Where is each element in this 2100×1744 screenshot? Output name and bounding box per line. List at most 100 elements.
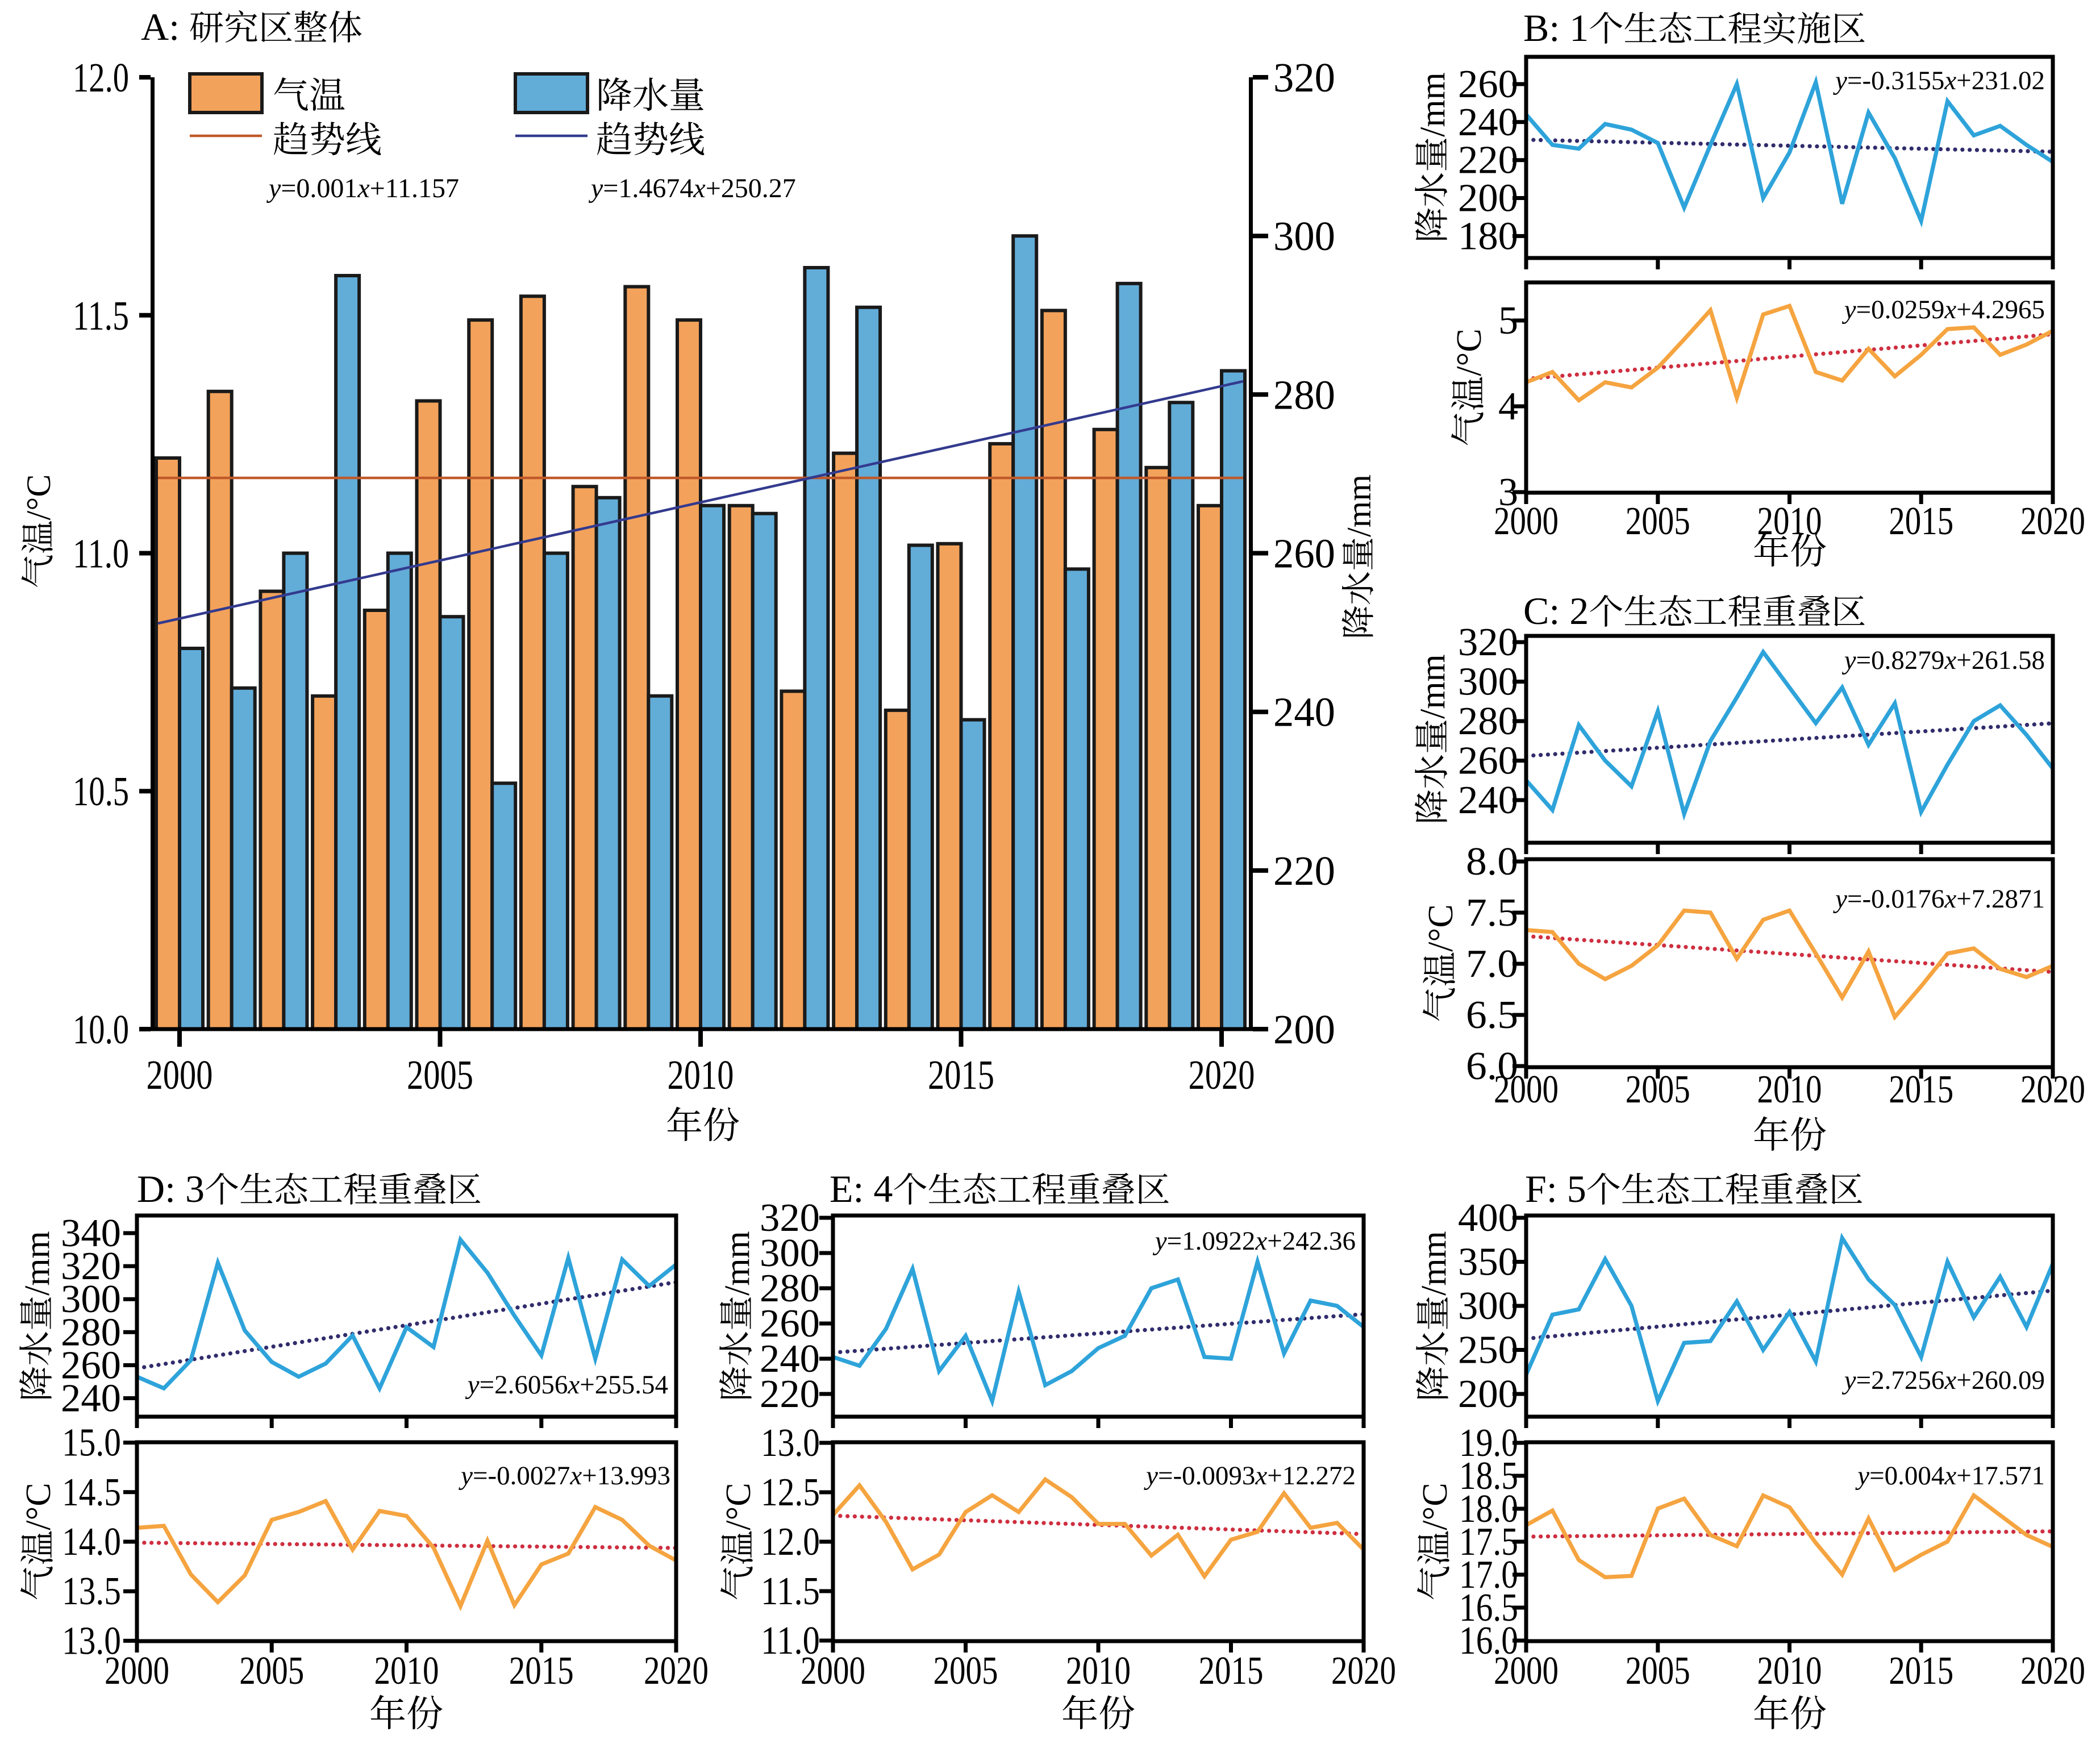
svg-text:/°C: /°C: [20, 474, 57, 521]
svg-text:16.5: 16.5: [1459, 1586, 1518, 1630]
svg-text:220: 220: [1458, 139, 1518, 182]
svg-text:C: 2: C: 2: [1523, 589, 1589, 632]
svg-text:180: 180: [1458, 214, 1518, 258]
svg-text:y=1.0922x+242.36: y=1.0922x+242.36: [1153, 1226, 1356, 1256]
svg-text:200: 200: [1458, 1372, 1518, 1416]
svg-text:13.0: 13.0: [761, 1421, 820, 1465]
svg-text:/mm: /mm: [18, 1231, 57, 1296]
svg-text:300: 300: [1458, 1284, 1518, 1328]
svg-text:4: 4: [1498, 385, 1518, 428]
svg-text:2000: 2000: [801, 1649, 865, 1693]
svg-text:17.0: 17.0: [1459, 1553, 1518, 1597]
svg-text:260: 260: [1458, 63, 1518, 106]
svg-text:2005: 2005: [407, 1052, 473, 1098]
svg-text:300: 300: [61, 1277, 121, 1321]
svg-text:320: 320: [1458, 621, 1518, 664]
svg-text:300: 300: [1458, 660, 1518, 704]
svg-text:/°C: /°C: [1422, 904, 1460, 951]
svg-text:11.5: 11.5: [761, 1570, 820, 1613]
svg-text:3: 3: [1498, 471, 1518, 514]
svg-text:260: 260: [61, 1343, 121, 1387]
svg-text:2000: 2000: [147, 1052, 213, 1098]
svg-text:2015: 2015: [1889, 1068, 1953, 1112]
svg-text:11.0: 11.0: [73, 531, 129, 577]
svg-text:12.5: 12.5: [761, 1471, 820, 1514]
svg-text:/mm: /mm: [1414, 72, 1452, 137]
svg-text:240: 240: [1458, 779, 1518, 822]
svg-text:2000: 2000: [1494, 500, 1559, 543]
svg-text:340: 340: [61, 1212, 121, 1255]
svg-text:7.5: 7.5: [1466, 891, 1518, 935]
svg-text:320: 320: [1273, 55, 1335, 101]
svg-text:240: 240: [1458, 101, 1518, 144]
svg-text:320: 320: [61, 1244, 121, 1288]
svg-text:y=2.7256x+260.09: y=2.7256x+260.09: [1842, 1366, 2045, 1395]
svg-text:14.0: 14.0: [62, 1520, 121, 1564]
svg-text:2000: 2000: [1494, 1649, 1559, 1693]
svg-text:280: 280: [61, 1310, 121, 1354]
svg-text:300: 300: [760, 1231, 820, 1275]
svg-text:350: 350: [1458, 1241, 1518, 1284]
svg-text:220: 220: [760, 1372, 820, 1416]
svg-text:8.0: 8.0: [1466, 840, 1518, 884]
svg-text:14.5: 14.5: [62, 1471, 121, 1514]
svg-text:/°C: /°C: [719, 1483, 758, 1530]
svg-text:10.5: 10.5: [73, 768, 129, 814]
svg-text:/mm: /mm: [1340, 474, 1378, 537]
svg-text:y=1.4674x+250.27: y=1.4674x+250.27: [588, 173, 796, 203]
svg-text:17.5: 17.5: [1459, 1520, 1518, 1564]
svg-text:y=0.0259x+4.2965: y=0.0259x+4.2965: [1842, 295, 2045, 324]
svg-text:/°C: /°C: [1450, 328, 1489, 376]
svg-text:2005: 2005: [239, 1649, 304, 1693]
svg-text:/mm: /mm: [718, 1231, 757, 1296]
svg-text:E: 4: E: 4: [830, 1167, 893, 1210]
svg-text:2010: 2010: [1757, 1068, 1822, 1112]
svg-text:5: 5: [1498, 299, 1518, 343]
svg-text:2000: 2000: [105, 1649, 169, 1693]
svg-text:200: 200: [1273, 1006, 1335, 1052]
svg-text:2005: 2005: [1626, 1068, 1690, 1112]
svg-text:400: 400: [1458, 1196, 1518, 1240]
svg-text:D: 3: D: 3: [137, 1167, 205, 1210]
svg-text:16.0: 16.0: [1459, 1619, 1518, 1663]
svg-text:y=0.001x+11.157: y=0.001x+11.157: [266, 173, 459, 203]
svg-text:260: 260: [760, 1302, 820, 1346]
svg-text:2000: 2000: [1494, 1068, 1559, 1112]
svg-text:2015: 2015: [1889, 1649, 1953, 1693]
svg-text:2015: 2015: [509, 1649, 574, 1693]
svg-text:2010: 2010: [374, 1649, 439, 1693]
svg-text:A:: A:: [141, 5, 180, 48]
svg-text:15.0: 15.0: [62, 1421, 121, 1465]
svg-text:/°C: /°C: [19, 1483, 58, 1530]
svg-text:2015: 2015: [928, 1052, 994, 1098]
svg-text:12.0: 12.0: [73, 55, 129, 101]
svg-text:280: 280: [760, 1267, 820, 1310]
svg-text:2020: 2020: [1189, 1052, 1255, 1098]
svg-text:19.0: 19.0: [1459, 1421, 1518, 1465]
svg-text:y=-0.3155x+231.02: y=-0.3155x+231.02: [1833, 66, 2045, 95]
svg-text:320: 320: [760, 1196, 820, 1240]
svg-text:2020: 2020: [644, 1649, 709, 1693]
svg-text:240: 240: [1273, 689, 1335, 735]
svg-text:F: 5: F: 5: [1525, 1167, 1586, 1210]
svg-text:200: 200: [1458, 177, 1518, 220]
svg-text:11.5: 11.5: [73, 293, 129, 339]
svg-text:y=-0.0027x+13.993: y=-0.0027x+13.993: [459, 1461, 670, 1491]
svg-text:2010: 2010: [1066, 1649, 1131, 1693]
svg-text:13.0: 13.0: [62, 1619, 121, 1663]
svg-text:y=-0.0093x+12.272: y=-0.0093x+12.272: [1144, 1461, 1356, 1491]
svg-text:2010: 2010: [668, 1052, 734, 1098]
svg-text:2005: 2005: [1626, 1649, 1690, 1693]
svg-text:280: 280: [1273, 372, 1335, 418]
svg-text:7.0: 7.0: [1466, 942, 1518, 986]
svg-text:2015: 2015: [1199, 1649, 1264, 1693]
svg-text:250: 250: [1458, 1329, 1518, 1372]
svg-text:2020: 2020: [2020, 1649, 2085, 1693]
svg-text:18.5: 18.5: [1459, 1454, 1518, 1498]
svg-text:/mm: /mm: [1415, 1231, 1453, 1296]
svg-text:y=-0.0176x+7.2871: y=-0.0176x+7.2871: [1833, 884, 2045, 914]
svg-text:y=0.004x+17.571: y=0.004x+17.571: [1855, 1461, 2045, 1491]
svg-text:6.5: 6.5: [1466, 993, 1518, 1037]
svg-text:11.0: 11.0: [761, 1619, 820, 1663]
svg-text:/mm: /mm: [1414, 654, 1452, 719]
